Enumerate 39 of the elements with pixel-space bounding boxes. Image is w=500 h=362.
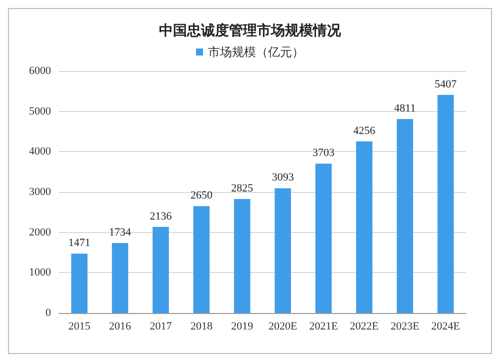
bar bbox=[112, 243, 128, 313]
bar bbox=[152, 226, 169, 313]
y-tick-label: 3000 bbox=[29, 186, 52, 198]
bar bbox=[315, 164, 332, 313]
data-label: 1471 bbox=[68, 237, 90, 250]
x-tick-label: 2015 bbox=[68, 320, 91, 332]
x-tick-label: 2023E bbox=[390, 320, 420, 332]
data-label: 3703 bbox=[312, 147, 336, 160]
y-tick-label: 4000 bbox=[29, 146, 52, 158]
legend-label: 市场规模（亿元） bbox=[208, 45, 304, 59]
data-label: 4811 bbox=[394, 102, 416, 114]
bar bbox=[274, 188, 291, 313]
data-label: 2650 bbox=[190, 190, 213, 202]
x-tick-label: 2019 bbox=[231, 320, 254, 332]
bar bbox=[396, 118, 414, 313]
bar bbox=[234, 199, 250, 313]
bar bbox=[356, 141, 372, 313]
data-label: 3093 bbox=[272, 172, 294, 184]
bar bbox=[193, 206, 210, 313]
data-label: 2136 bbox=[150, 210, 172, 222]
bar bbox=[438, 94, 454, 313]
y-tick-label: 6000 bbox=[29, 65, 52, 77]
x-tick-label: 2016 bbox=[109, 320, 132, 332]
data-label: 5407 bbox=[434, 78, 458, 90]
y-tick-label: 5000 bbox=[29, 105, 52, 118]
x-tick-label: 2018 bbox=[190, 320, 213, 332]
data-label: 2825 bbox=[231, 182, 254, 195]
data-label: 1734 bbox=[109, 226, 132, 239]
y-tick-label: 1000 bbox=[29, 266, 52, 279]
y-tick-label: 2000 bbox=[29, 226, 52, 238]
data-label: 4256 bbox=[353, 124, 376, 137]
x-tick-label: 2024E bbox=[431, 320, 460, 332]
x-tick-label: 2017 bbox=[150, 320, 172, 332]
x-tick-label: 2022E bbox=[350, 320, 379, 332]
x-tick-label: 2021E bbox=[309, 320, 338, 332]
chart-title: 中国忠诚度管理市场规模情况 bbox=[159, 22, 342, 39]
bar bbox=[71, 254, 88, 313]
y-tick-label: 0 bbox=[46, 307, 52, 319]
x-tick-label: 2020E bbox=[268, 320, 298, 332]
